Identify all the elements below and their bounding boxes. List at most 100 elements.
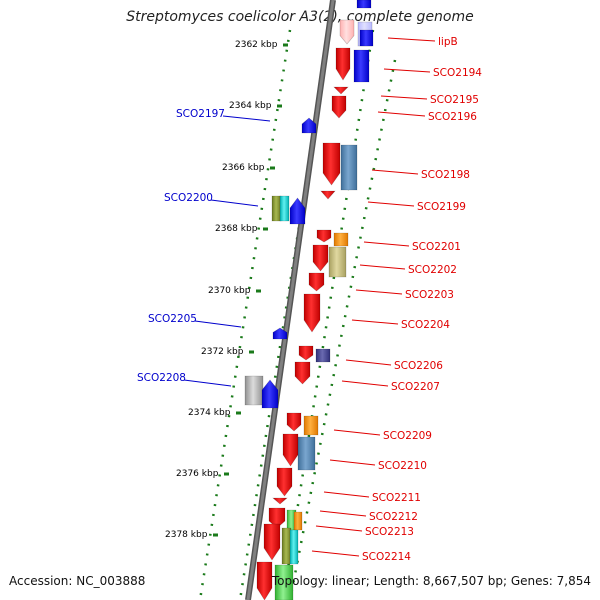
gene-feature: [303, 293, 321, 333]
label-leader-line: [371, 169, 419, 175]
gene-feature: [316, 229, 332, 243]
gene-label-right: SCO2194: [433, 67, 482, 79]
label-leader-line: [383, 68, 431, 73]
gene-feature: [268, 507, 286, 529]
gene-label-right: SCO2211: [372, 492, 421, 504]
gene-label-right: SCO2204: [401, 319, 450, 331]
gene-feature: [289, 529, 299, 565]
tick-label: 2366 kbp: [222, 163, 265, 173]
gene-feature: [301, 117, 317, 134]
gene-feature: [289, 197, 306, 225]
gene-label-left: SCO2208: [137, 372, 186, 384]
gene-feature: [263, 523, 281, 561]
label-leader-line: [367, 201, 415, 207]
gene-label-right: SCO2202: [408, 264, 457, 276]
label-leader-line: [341, 380, 389, 387]
gene-label-right: SCO2207: [391, 381, 440, 393]
label-leader-line: [351, 319, 399, 325]
gene-label-right: SCO2196: [428, 111, 477, 123]
accession-text: Accession: NC_003888: [9, 574, 146, 588]
gene-feature: [297, 436, 316, 471]
label-leader-line: [355, 289, 403, 295]
track-line: [238, 29, 332, 600]
gene-feature: [303, 415, 319, 436]
label-leader-line: [210, 199, 259, 207]
label-leader-line: [183, 379, 232, 387]
gene-label-right: SCO2213: [365, 526, 414, 538]
label-leader-line: [387, 37, 436, 42]
gene-label-right: SCO2198: [421, 169, 470, 181]
label-leader-line: [359, 264, 406, 270]
tick-label: 2378 kbp: [165, 530, 208, 540]
gene-feature: [340, 144, 358, 191]
label-leader-line: [222, 115, 271, 122]
gene-label-right: SCO2201: [412, 241, 461, 253]
label-leader-line: [363, 241, 410, 247]
gene-feature: [331, 95, 347, 119]
tick-label: 2372 kbp: [201, 347, 244, 357]
label-leader-line: [380, 95, 428, 100]
gene-feature: [320, 190, 336, 200]
gene-feature: [293, 511, 303, 531]
tick-label: 2364 kbp: [229, 101, 272, 111]
gene-feature: [356, 0, 372, 9]
gene-feature: [282, 433, 299, 467]
gene-feature: [335, 47, 351, 81]
tick-label: 2362 kbp: [235, 40, 278, 50]
gene-feature: [333, 232, 349, 247]
gene-feature: [274, 564, 294, 600]
gene-feature: [312, 244, 329, 272]
track-line: [198, 29, 292, 600]
gene-feature: [272, 327, 288, 340]
gene-feature: [308, 272, 325, 292]
tick-label: 2368 kbp: [215, 224, 258, 234]
tick-label: 2374 kbp: [188, 408, 231, 418]
gene-feature: [279, 195, 290, 222]
label-leader-line: [315, 525, 363, 532]
gene-feature: [244, 375, 264, 406]
gene-label-right: SCO2199: [417, 201, 466, 213]
label-leader-line: [311, 550, 360, 557]
gene-label-right: SCO2210: [378, 460, 427, 472]
gene-label-right: SCO2212: [369, 511, 418, 523]
gene-feature: [286, 412, 302, 432]
gene-feature: [359, 29, 374, 47]
label-leader-line: [323, 491, 370, 498]
gene-feature: [298, 345, 314, 361]
label-leader-line: [333, 429, 381, 436]
track-line: [288, 59, 397, 600]
track-line: [281, 29, 375, 600]
gene-feature: [328, 246, 347, 278]
gene-feature: [339, 19, 355, 45]
gene-label-right: lipB: [438, 36, 458, 48]
gene-label-right: SCO2206: [394, 360, 443, 372]
gene-feature: [333, 86, 349, 95]
tick-label: 2370 kbp: [208, 286, 251, 296]
label-leader-line: [319, 510, 367, 517]
genome-backbone-highlight: [246, 0, 335, 600]
gene-label-left: SCO2205: [148, 313, 197, 325]
gene-feature: [315, 348, 331, 363]
gene-feature: [256, 561, 273, 600]
label-leader-line: [377, 111, 426, 117]
tick-label: 2376 kbp: [176, 469, 219, 479]
gene-feature: [261, 379, 279, 409]
label-leader-line: [194, 320, 242, 328]
gene-label-right: SCO2195: [430, 94, 479, 106]
gene-label-left: SCO2200: [164, 192, 213, 204]
gene-label-left: SCO2197: [176, 108, 225, 120]
gene-label-right: SCO2203: [405, 289, 454, 301]
label-leader-line: [329, 459, 376, 466]
gene-feature: [281, 527, 292, 565]
gene-feature: [272, 497, 288, 505]
gene-feature: [294, 361, 311, 385]
gene-label-right: SCO2214: [362, 551, 411, 563]
gene-feature: [353, 49, 370, 83]
gene-feature: [322, 142, 341, 186]
map-title: Streptomyces coelicolor A3(2), complete …: [126, 9, 474, 25]
gene-label-right: SCO2209: [383, 430, 432, 442]
gene-feature: [271, 195, 282, 222]
label-leader-line: [345, 359, 392, 366]
genome-stats-text: Topology: linear; Length: 8,667,507 bp; …: [271, 574, 591, 588]
